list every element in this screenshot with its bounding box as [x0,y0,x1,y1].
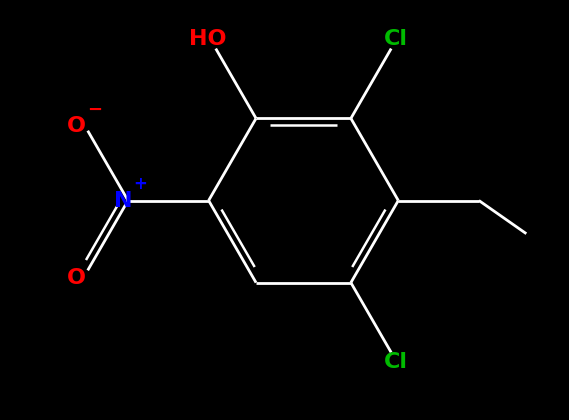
Text: O: O [67,268,86,288]
Text: O: O [67,116,86,136]
Text: −: − [87,101,102,119]
Text: Cl: Cl [384,29,408,49]
Text: +: + [133,176,147,193]
Text: HO: HO [189,29,227,49]
Text: N: N [114,191,133,210]
Text: Cl: Cl [384,352,408,372]
